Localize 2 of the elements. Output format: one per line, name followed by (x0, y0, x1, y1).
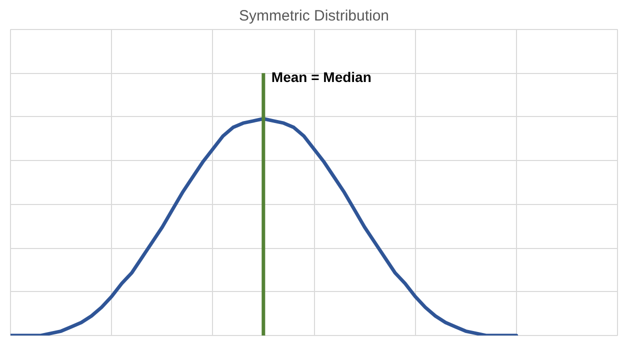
chart-title: Symmetric Distribution (238, 8, 390, 24)
text: Mean = Median (271, 69, 372, 86)
